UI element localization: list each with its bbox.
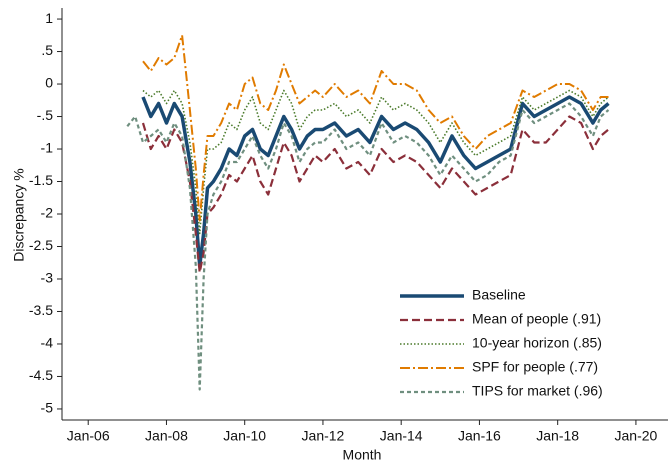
legend-label: 10-year horizon (.85) <box>472 335 602 351</box>
legend-label: Baseline <box>472 287 526 303</box>
legend-label: TIPS for market (.96) <box>472 383 603 399</box>
x-tick-label: Jan-06 <box>67 428 110 444</box>
y-tick-label: -3.5 <box>29 302 53 318</box>
y-tick-label: -3 <box>41 270 54 286</box>
y-tick-label: -1 <box>41 140 54 156</box>
x-axis-label: Month <box>343 447 382 463</box>
x-tick-label: Jan-14 <box>380 428 423 444</box>
y-tick-label: .5 <box>41 42 53 58</box>
y-tick-label: -2 <box>41 205 54 221</box>
x-tick-label: Jan-12 <box>302 428 345 444</box>
y-tick-label: 1 <box>45 10 53 26</box>
y-tick-label: -5 <box>41 400 54 416</box>
y-tick-label: -1.5 <box>29 172 53 188</box>
x-tick-label: Jan-16 <box>458 428 501 444</box>
series-line <box>142 34 609 222</box>
y-tick-label: -4.5 <box>29 367 53 383</box>
series-line <box>141 95 610 268</box>
legend-label: Mean of people (.91) <box>472 311 601 327</box>
y-tick-label: -2.5 <box>29 237 53 253</box>
x-tick-label: Jan-20 <box>615 428 658 444</box>
legend-label: SPF for people (.77) <box>472 359 598 375</box>
x-tick-label: Jan-08 <box>145 428 188 444</box>
y-axis-label: Discrepancy % <box>11 168 27 261</box>
y-tick-label: -4 <box>41 335 54 351</box>
series-line <box>126 102 610 391</box>
x-tick-label: Jan-10 <box>223 428 266 444</box>
series-line <box>141 115 610 274</box>
y-tick-label: -.5 <box>37 107 54 123</box>
x-tick-label: Jan-18 <box>536 428 579 444</box>
y-tick-label: 0 <box>45 75 53 91</box>
